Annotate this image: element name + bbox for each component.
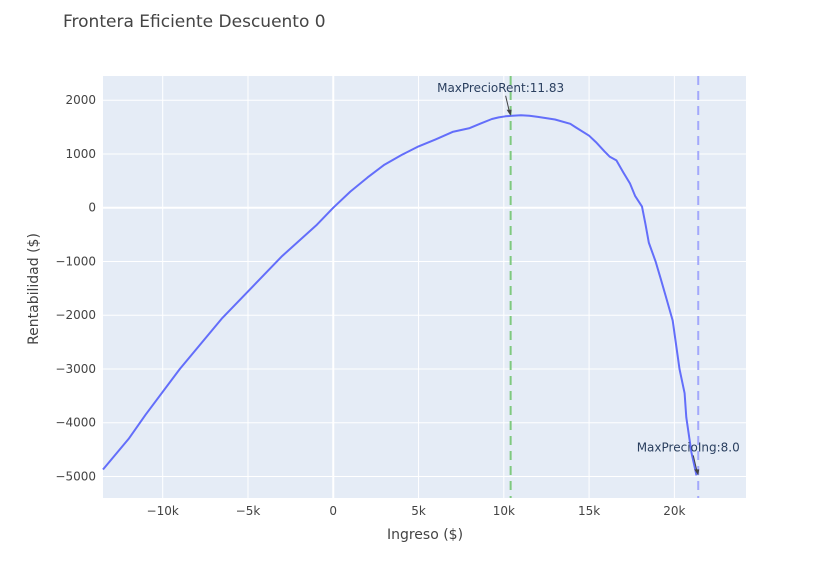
x-tick-label: 0: [329, 504, 337, 518]
x-axis-title: Ingreso ($): [387, 527, 463, 543]
y-axis-title: Rentabilidad ($): [26, 233, 42, 345]
annotation-label: MaxPrecioRent:11.83: [437, 81, 564, 95]
annotation-label: MaxPrecioIng:8.0: [637, 440, 740, 454]
y-tick-label: −2000: [55, 308, 96, 322]
y-tick-label: 1000: [65, 147, 96, 161]
y-tick-label: −5000: [55, 469, 96, 483]
x-axis-ticks: −10k −5k 0 5k 10k 15k 20k: [147, 504, 686, 518]
y-tick-label: 2000: [65, 93, 96, 107]
x-tick-label: −10k: [147, 504, 179, 518]
reference-lines: [509, 76, 700, 498]
y-axis-ticks: −5000 −4000 −3000 −2000 −1000 0 1000 2000: [55, 93, 96, 483]
annotation-arrowhead: [694, 469, 700, 476]
x-tick-label: 10k: [493, 504, 515, 518]
x-tick-label: 15k: [578, 504, 600, 518]
y-tick-label: 0: [88, 201, 96, 215]
grid: [103, 76, 746, 498]
x-tick-label: 20k: [663, 504, 685, 518]
x-tick-label: −5k: [236, 504, 261, 518]
annotation-arrowhead: [506, 109, 512, 116]
annotations-layer: MaxPrecioRent:11.83 MaxPrecioIng:8.0: [437, 81, 740, 476]
y-tick-label: −4000: [55, 416, 96, 430]
x-tick-label: 5k: [411, 504, 426, 518]
chart-title: Frontera Eficiente Descuento 0: [63, 12, 326, 32]
y-tick-label: −1000: [55, 254, 96, 268]
plot-area: [103, 76, 746, 498]
series-layer: [102, 114, 698, 476]
y-tick-label: −3000: [55, 362, 96, 376]
series-line: [102, 114, 698, 476]
